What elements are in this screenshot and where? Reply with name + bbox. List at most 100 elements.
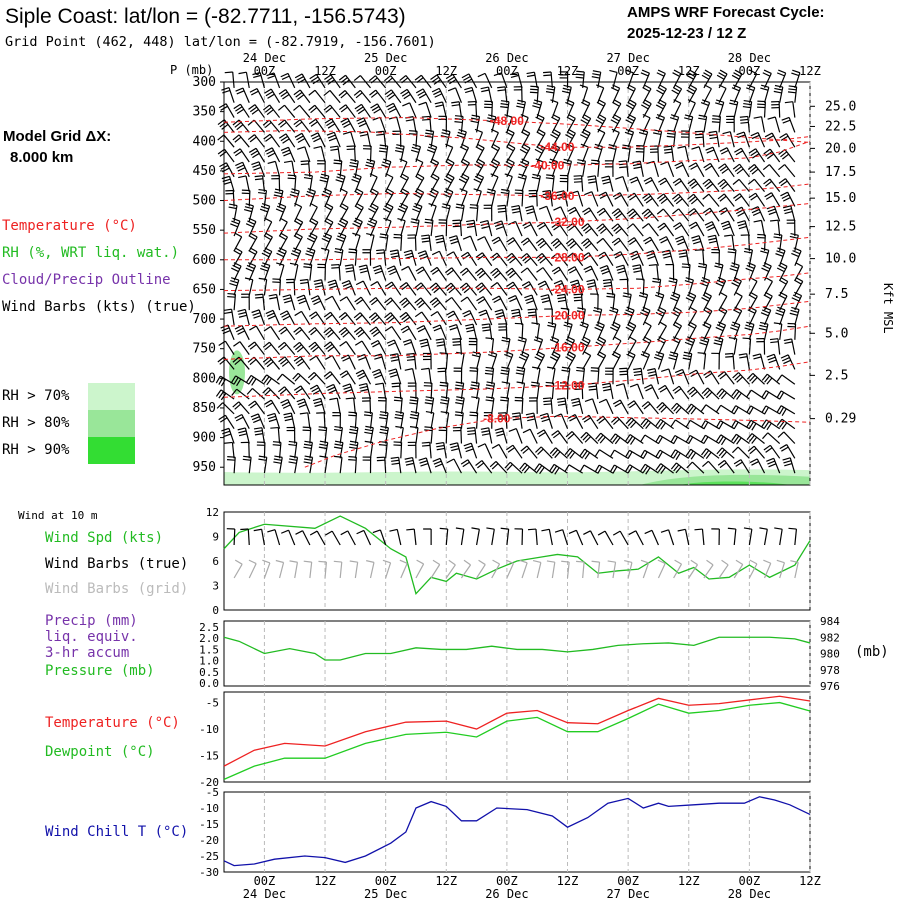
barb-feather [721, 183, 729, 190]
barb-feather [613, 351, 621, 356]
barb-feather [217, 148, 225, 155]
barb-feather [422, 444, 431, 447]
barb-feather [417, 327, 426, 333]
barb-feather [342, 131, 351, 135]
barb-feather [737, 220, 746, 224]
wind-barb [448, 235, 463, 252]
grid-wind-barb [519, 559, 528, 579]
cycle-value: 2025-12-23 / 12 Z [627, 25, 746, 42]
barb-feather [475, 282, 483, 289]
wind-barb [562, 158, 573, 177]
barb-feather [264, 344, 272, 351]
barb-feather [674, 161, 683, 167]
barb-feather [595, 119, 604, 125]
barb-feather [308, 327, 316, 334]
barb-staff [392, 103, 402, 118]
wind-barb [544, 308, 553, 325]
wind-barb [490, 282, 508, 296]
barb-staff [379, 117, 387, 133]
surface-wind-barb [597, 530, 614, 546]
wind-barb [358, 264, 372, 281]
wind-barb [556, 190, 569, 207]
wind-barb [718, 84, 727, 104]
barb-staff [756, 458, 766, 474]
barb-feather [793, 247, 802, 252]
barb-staff [369, 235, 375, 252]
barb-feather [371, 368, 380, 374]
surface-wind-barb [340, 530, 356, 546]
wind-barb [734, 206, 750, 222]
barb-feather [545, 177, 554, 180]
wind-barb [536, 267, 553, 281]
barb-feather [445, 188, 454, 193]
height-label: 17.5 [825, 165, 856, 180]
barb-feather [221, 427, 230, 432]
barb-feather [397, 208, 406, 213]
barb-feather [602, 385, 611, 389]
barb-staff [574, 207, 584, 222]
barb-feather [333, 428, 343, 432]
wind-barb [455, 203, 465, 222]
barb-feather [290, 191, 299, 195]
barb-staff [422, 88, 432, 104]
wind-barb [327, 279, 341, 296]
barb-feather [372, 264, 381, 269]
barb-feather [248, 249, 256, 255]
barb-feather [778, 69, 786, 74]
barb-feather [537, 280, 546, 286]
wind-barb [642, 84, 652, 104]
barb-feather [672, 86, 681, 93]
barb-staff [359, 312, 371, 326]
barb-feather [325, 76, 334, 83]
wind-barb [734, 147, 750, 163]
wind-barb [232, 401, 250, 415]
barb-feather [537, 448, 544, 456]
barb-feather [388, 368, 397, 372]
precip-tick-label: 1.5 [199, 643, 219, 656]
barb-feather [735, 559, 744, 565]
barb-feather [762, 264, 771, 270]
barb-feather [481, 430, 490, 433]
wind-barb [537, 280, 553, 296]
wind-barb [344, 264, 356, 281]
barb-feather [505, 267, 513, 274]
barb-staff [684, 146, 690, 163]
barb-feather [780, 354, 789, 359]
wind-barb [372, 264, 387, 281]
barb-feather [248, 400, 256, 407]
wind-barb [583, 265, 599, 281]
barb-feather [645, 197, 653, 204]
barb-feather [768, 211, 777, 216]
wind-barb [766, 205, 781, 222]
wind-barb [481, 323, 493, 340]
barb-feather [704, 291, 712, 297]
wind-barb [251, 309, 265, 326]
barb-feather [418, 302, 426, 309]
barb-feather [644, 239, 653, 245]
surface-wind-barb [644, 529, 659, 546]
barb-feather [643, 195, 652, 202]
wind-barb [543, 397, 553, 414]
barb-staff [581, 175, 584, 192]
top-date-label: 28 Dec [728, 51, 771, 65]
barb-feather [384, 312, 392, 319]
barb-feather [545, 91, 555, 94]
wind-barb [384, 89, 402, 104]
barb-feather [790, 309, 799, 314]
barb-feather [288, 443, 297, 447]
barb-feather [262, 341, 270, 348]
barb-staff [739, 193, 750, 207]
wind-barb [466, 219, 478, 237]
barb-feather [253, 314, 262, 319]
barb-feather [742, 105, 751, 109]
barb-feather [583, 113, 591, 120]
wind-barb [601, 175, 614, 192]
barb-staff [425, 102, 432, 118]
barb-feather [516, 366, 525, 370]
wind-barb [641, 401, 659, 415]
barb-staff [625, 160, 629, 177]
barb-feather [658, 404, 665, 411]
barb-staff [673, 353, 679, 370]
barb-feather [281, 529, 289, 534]
wind-barb [395, 425, 404, 444]
